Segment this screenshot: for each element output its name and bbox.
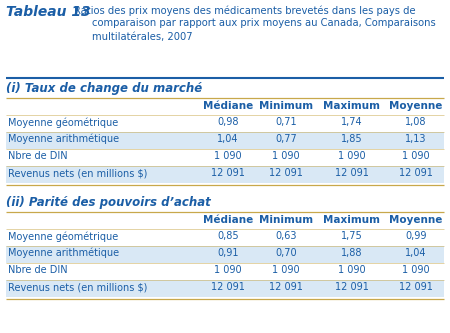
Text: Revenus nets (en millions $): Revenus nets (en millions $) bbox=[8, 282, 148, 292]
Text: 0,91: 0,91 bbox=[217, 248, 239, 258]
Text: 0,85: 0,85 bbox=[217, 231, 239, 241]
Text: Nbre de DIN: Nbre de DIN bbox=[8, 151, 68, 161]
Text: Minimum: Minimum bbox=[259, 215, 313, 225]
Text: 1 090: 1 090 bbox=[214, 265, 242, 275]
Text: 1 090: 1 090 bbox=[214, 151, 242, 161]
Text: 1 090: 1 090 bbox=[402, 151, 430, 161]
Text: 1,88: 1,88 bbox=[341, 248, 363, 258]
Bar bbox=[6, 132, 444, 149]
Text: 0,77: 0,77 bbox=[275, 134, 297, 144]
Text: 0,99: 0,99 bbox=[405, 231, 427, 241]
Text: Médiane: Médiane bbox=[203, 215, 253, 225]
Text: comparaison par rapport aux prix moyens au Canada, Comparaisons: comparaison par rapport aux prix moyens … bbox=[92, 19, 436, 29]
Text: 0,63: 0,63 bbox=[275, 231, 297, 241]
Text: Médiane: Médiane bbox=[203, 101, 253, 111]
Text: 1 090: 1 090 bbox=[338, 151, 366, 161]
Bar bbox=[6, 166, 444, 183]
Text: 12 091: 12 091 bbox=[399, 282, 433, 292]
Bar bbox=[6, 246, 444, 263]
Text: 1 090: 1 090 bbox=[272, 265, 300, 275]
Bar bbox=[6, 263, 444, 280]
Text: Minimum: Minimum bbox=[259, 101, 313, 111]
Bar bbox=[6, 229, 444, 246]
Bar bbox=[6, 149, 444, 166]
Text: Maximum: Maximum bbox=[324, 215, 381, 225]
Text: Tableau 13: Tableau 13 bbox=[6, 5, 90, 19]
Text: Revenus nets (en millions $): Revenus nets (en millions $) bbox=[8, 168, 148, 178]
Text: Moyenne: Moyenne bbox=[389, 101, 443, 111]
Text: 12 091: 12 091 bbox=[335, 282, 369, 292]
Text: 1,04: 1,04 bbox=[405, 248, 427, 258]
Text: 1,13: 1,13 bbox=[405, 134, 427, 144]
Text: 1,75: 1,75 bbox=[341, 231, 363, 241]
Text: 12 091: 12 091 bbox=[269, 282, 303, 292]
Bar bbox=[6, 280, 444, 297]
Text: 0,71: 0,71 bbox=[275, 117, 297, 127]
Text: 0,98: 0,98 bbox=[217, 117, 239, 127]
Text: 12 091: 12 091 bbox=[269, 168, 303, 178]
Text: Moyenne arithmétique: Moyenne arithmétique bbox=[8, 134, 119, 145]
Text: Nbre de DIN: Nbre de DIN bbox=[8, 265, 68, 275]
Text: multilatérales, 2007: multilatérales, 2007 bbox=[92, 32, 193, 42]
Text: Moyenne: Moyenne bbox=[389, 215, 443, 225]
Text: (i) Taux de change du marché: (i) Taux de change du marché bbox=[6, 82, 202, 95]
Text: 1 090: 1 090 bbox=[338, 265, 366, 275]
Text: Moyenne géométrique: Moyenne géométrique bbox=[8, 117, 118, 128]
Text: Maximum: Maximum bbox=[324, 101, 381, 111]
Text: 0,70: 0,70 bbox=[275, 248, 297, 258]
Text: 12 091: 12 091 bbox=[335, 168, 369, 178]
Text: 1,08: 1,08 bbox=[405, 117, 427, 127]
Text: 12 091: 12 091 bbox=[211, 282, 245, 292]
Text: 1,04: 1,04 bbox=[217, 134, 239, 144]
Bar bbox=[6, 115, 444, 132]
Text: 1,74: 1,74 bbox=[341, 117, 363, 127]
Text: Ratios des prix moyens des médicaments brevetés dans les pays de: Ratios des prix moyens des médicaments b… bbox=[74, 5, 416, 16]
Text: 12 091: 12 091 bbox=[211, 168, 245, 178]
Text: (ii) Parité des pouvoirs d’achat: (ii) Parité des pouvoirs d’achat bbox=[6, 196, 211, 209]
Text: 12 091: 12 091 bbox=[399, 168, 433, 178]
Text: 1,85: 1,85 bbox=[341, 134, 363, 144]
Text: 1 090: 1 090 bbox=[402, 265, 430, 275]
Text: 1 090: 1 090 bbox=[272, 151, 300, 161]
Text: Moyenne géométrique: Moyenne géométrique bbox=[8, 231, 118, 241]
Text: Moyenne arithmétique: Moyenne arithmétique bbox=[8, 248, 119, 258]
